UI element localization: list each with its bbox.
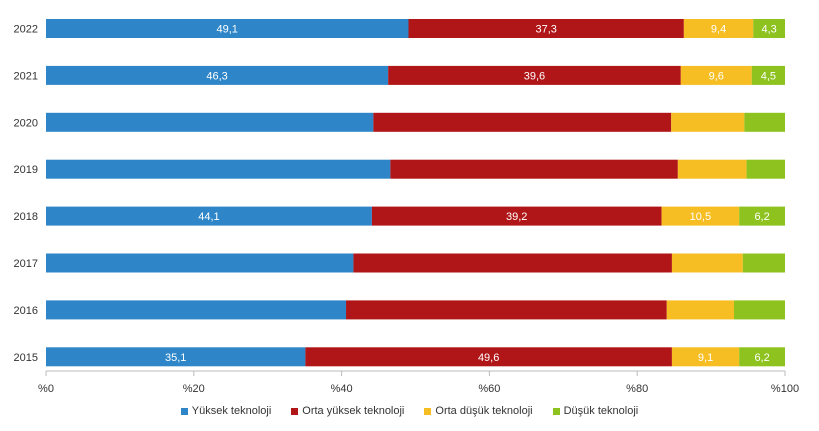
legend-label-dusuk: Düşük teknoloji [563,405,639,417]
year-label-2022: 2022 [14,24,38,36]
bar-2016-orta-yuksek [346,300,667,320]
data-label-2022-orta-yuksek: 37,3 [535,24,556,36]
bar-2021-yuksek [46,65,389,85]
legend-swatch-orta-yuksek [291,407,299,415]
data-label-2022-dusuk: 4,3 [761,24,776,36]
legend-item-orta-dusuk: Orta düşük teknoloji [424,405,533,417]
x-tick-label-1: %20 [183,383,205,395]
data-label-2015-orta-yuksek: 49,6 [478,352,499,364]
data-label-2021-orta-dusuk: 9,6 [709,70,724,82]
data-label-2015-yuksek: 35,1 [165,352,186,364]
bar-2015-orta-dusuk [671,347,740,367]
legend-swatch-orta-dusuk [424,407,432,415]
legend-item-dusuk: Düşük teknoloji [552,405,639,417]
x-tick-label-0: %0 [38,383,54,395]
bar-2020-dusuk [744,112,786,132]
data-label-2018-orta-dusuk: 10,5 [690,211,711,223]
data-label-2022-yuksek: 49,1 [217,24,238,36]
bar-2017-orta-dusuk [671,253,743,273]
bar-2015-yuksek [46,347,306,367]
x-tick-label-2: %40 [331,383,353,395]
year-label-2015: 2015 [14,352,38,364]
legend-swatch-yuksek [180,407,188,415]
bar-2019-dusuk [746,159,785,179]
year-label-2016: 2016 [14,305,38,317]
year-label-2020: 2020 [14,117,38,129]
data-label-2018-dusuk: 6,2 [754,211,769,223]
bars-layer: 49,1 37,3 9,4 4,3 46,3 39,6 9,6 4,5 44,1 39,2 10,5… [46,19,786,367]
data-label-2018-yuksek: 44,1 [198,211,219,223]
bar-2022-yuksek [46,19,409,38]
bar-2018-yuksek [46,206,372,226]
bar-2018-dusuk [739,206,785,226]
bar-2019-orta-yuksek [390,159,678,179]
data-label-2022-orta-dusuk: 9,4 [711,24,726,36]
legend-swatch-dusuk [552,407,560,415]
bar-2017-dusuk [742,253,785,273]
bar-2016-dusuk [734,300,785,320]
data-label-2021-orta-yuksek: 39,6 [524,70,545,82]
legend-label-yuksek: Yüksek teknoloji [191,405,272,417]
bar-2021-orta-yuksek [388,65,681,85]
data-label-2021-dusuk: 4,5 [761,70,776,82]
x-tick-label-3: %60 [478,383,500,395]
legend-item-orta-yuksek: Orta yüksek teknoloji [291,405,404,417]
data-label-2015-orta-dusuk: 9,1 [698,352,713,364]
legend: Yüksek teknoloji Orta yüksek teknoloji O… [0,405,819,417]
x-axis-ticks: %0 %20 %40 %60 %80 %100 [38,371,799,395]
year-labels: 2022 2021 2020 2019 2018 2017 2016 2015 [14,24,38,364]
bar-2019-yuksek [46,159,391,179]
bar-2021-orta-dusuk [680,65,752,85]
bar-2022-orta-yuksek [408,19,684,38]
bar-2020-orta-yuksek [373,112,672,132]
data-label-2021-yuksek: 46,3 [206,70,227,82]
bar-2018-orta-dusuk [661,206,740,226]
bar-2020-orta-dusuk [671,112,745,132]
data-label-2015-dusuk: 6,2 [754,352,769,364]
year-label-2018: 2018 [14,211,38,223]
legend-label-orta-dusuk: Orta düşük teknoloji [435,405,533,417]
bar-2021-dusuk [751,65,785,85]
bar-2018-orta-yuksek [371,206,662,226]
legend-item-yuksek: Yüksek teknoloji [180,405,272,417]
bar-2022-dusuk [753,19,785,38]
legend-label-orta-yuksek: Orta yüksek teknoloji [302,405,405,417]
year-label-2019: 2019 [14,164,38,176]
year-label-2017: 2017 [14,258,38,270]
x-tick-label-4: %80 [626,383,648,395]
bar-2019-orta-dusuk [677,159,747,179]
bar-2016-yuksek [46,300,347,320]
bar-2020-yuksek [46,112,374,132]
year-label-2021: 2021 [14,70,38,82]
bar-2017-yuksek [46,253,354,273]
bar-2016-orta-dusuk [666,300,735,320]
data-label-2018-orta-yuksek: 39,2 [506,211,527,223]
bar-2015-orta-yuksek [305,347,672,367]
bar-2022-orta-dusuk [683,19,754,38]
x-tick-label-5: %100 [771,383,799,395]
bar-2017-orta-yuksek [353,253,672,273]
bar-2015-dusuk [739,347,785,367]
